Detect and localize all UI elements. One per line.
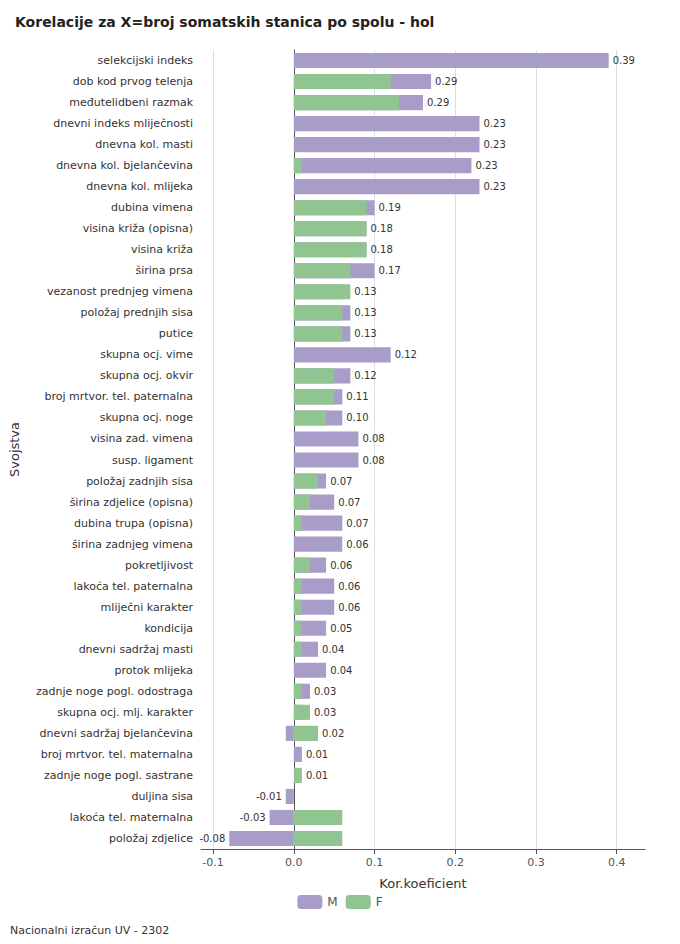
svg-text:selekcijski indeks: selekcijski indeks: [98, 54, 194, 67]
svg-text:0.1: 0.1: [366, 856, 384, 869]
svg-text:zadnje noge pogl. odostraga: zadnje noge pogl. odostraga: [36, 685, 193, 698]
svg-text:visina križa (opisna): visina križa (opisna): [83, 222, 193, 235]
svg-text:0.07: 0.07: [330, 476, 352, 487]
svg-text:0.23: 0.23: [475, 160, 497, 171]
svg-text:širina zdjelice (opisna): širina zdjelice (opisna): [70, 496, 193, 509]
svg-text:0.13: 0.13: [354, 286, 376, 297]
svg-text:0.29: 0.29: [435, 76, 457, 87]
svg-text:putice: putice: [159, 327, 193, 340]
svg-text:položaj zdjelice: položaj zdjelice: [109, 832, 193, 845]
svg-text:0.13: 0.13: [354, 328, 376, 339]
svg-text:0.05: 0.05: [330, 623, 352, 634]
svg-text:susp. ligament: susp. ligament: [112, 454, 194, 467]
svg-text:skupna ocj. vime: skupna ocj. vime: [100, 348, 193, 361]
svg-text:dnevna kol. mlijeka: dnevna kol. mlijeka: [86, 180, 193, 193]
svg-text:-0.08: -0.08: [199, 833, 225, 844]
svg-text:0.18: 0.18: [370, 223, 392, 234]
svg-text:dnevni sadržaj bjelančevina: dnevni sadržaj bjelančevina: [40, 727, 193, 740]
svg-text:0.19: 0.19: [379, 202, 401, 213]
svg-text:skupna ocj. mlj. karakter: skupna ocj. mlj. karakter: [57, 706, 193, 719]
svg-text:dnevni sadržaj masti: dnevni sadržaj masti: [79, 643, 193, 656]
svg-text:dob kod prvog telenja: dob kod prvog telenja: [73, 75, 193, 88]
svg-text:zadnje noge pogl. sastrane: zadnje noge pogl. sastrane: [44, 769, 193, 782]
svg-text:Nacionalni izračun UV - 2302: Nacionalni izračun UV - 2302: [10, 924, 169, 937]
svg-text:lakoća tel. maternalna: lakoća tel. maternalna: [70, 811, 193, 824]
svg-text:0.13: 0.13: [354, 307, 376, 318]
svg-text:0.10: 0.10: [346, 412, 368, 423]
svg-text:0.03: 0.03: [314, 686, 336, 697]
svg-text:0.4: 0.4: [608, 856, 626, 869]
svg-text:dubina trupa (opisna): dubina trupa (opisna): [74, 517, 193, 530]
svg-text:M: M: [327, 895, 337, 909]
svg-text:0.23: 0.23: [484, 139, 506, 150]
svg-text:visina zad. vimena: visina zad. vimena: [90, 432, 193, 445]
svg-text:skupna ocj. okvir: skupna ocj. okvir: [100, 369, 193, 382]
svg-text:-0.1: -0.1: [202, 856, 223, 869]
svg-text:0.17: 0.17: [379, 265, 401, 276]
svg-text:0.04: 0.04: [330, 665, 352, 676]
svg-text:0.08: 0.08: [362, 433, 384, 444]
svg-text:lakoća tel. paternalna: lakoća tel. paternalna: [73, 580, 193, 593]
svg-text:međutelidbeni razmak: međutelidbeni razmak: [69, 96, 193, 109]
svg-text:0.12: 0.12: [395, 349, 417, 360]
svg-text:širina zadnjeg vimena: širina zadnjeg vimena: [72, 538, 193, 551]
svg-text:0.12: 0.12: [354, 370, 376, 381]
svg-text:-0.03: -0.03: [240, 812, 266, 823]
svg-text:0.04: 0.04: [322, 644, 344, 655]
svg-text:0.11: 0.11: [346, 391, 368, 402]
svg-text:Svojstva: Svojstva: [7, 422, 22, 477]
svg-text:0.02: 0.02: [322, 728, 344, 739]
svg-text:položaj zadnjih sisa: položaj zadnjih sisa: [86, 475, 193, 488]
svg-text:skupna ocj. noge: skupna ocj. noge: [100, 411, 193, 424]
svg-text:0.01: 0.01: [306, 749, 328, 760]
svg-text:širina prsa: širina prsa: [135, 264, 193, 277]
svg-text:0.2: 0.2: [447, 856, 465, 869]
svg-text:dnevni indeks mliječnosti: dnevni indeks mliječnosti: [53, 117, 193, 130]
svg-text:0.06: 0.06: [346, 539, 368, 550]
svg-text:0.18: 0.18: [370, 244, 392, 255]
svg-text:0.07: 0.07: [346, 518, 368, 529]
svg-text:0.23: 0.23: [484, 118, 506, 129]
svg-text:pokretljivost: pokretljivost: [125, 559, 194, 572]
svg-text:dubina vimena: dubina vimena: [111, 201, 193, 214]
svg-text:0.3: 0.3: [527, 856, 545, 869]
svg-text:0.0: 0.0: [285, 856, 303, 869]
svg-text:0.03: 0.03: [314, 707, 336, 718]
svg-text:0.07: 0.07: [338, 497, 360, 508]
svg-text:Kor.koeficient: Kor.koeficient: [379, 876, 466, 891]
svg-text:0.23: 0.23: [484, 181, 506, 192]
svg-text:Korelacije za X=broj somatskih: Korelacije za X=broj somatskih stanica p…: [15, 14, 434, 30]
svg-text:kondicija: kondicija: [144, 622, 193, 635]
svg-text:0.06: 0.06: [338, 581, 360, 592]
svg-text:0.01: 0.01: [306, 770, 328, 781]
svg-text:dnevna kol. masti: dnevna kol. masti: [95, 138, 193, 151]
svg-text:0.06: 0.06: [330, 560, 352, 571]
svg-text:duljina sisa: duljina sisa: [131, 790, 193, 803]
svg-text:0.08: 0.08: [362, 455, 384, 466]
svg-text:broj mrtvor. tel. maternalna: broj mrtvor. tel. maternalna: [41, 748, 193, 761]
svg-text:položaj prednjih sisa: položaj prednjih sisa: [81, 306, 193, 319]
svg-text:vezanost prednjeg vimena: vezanost prednjeg vimena: [47, 285, 193, 298]
svg-text:visina križa: visina križa: [131, 243, 193, 256]
svg-text:protok mlijeka: protok mlijeka: [115, 664, 193, 677]
svg-text:0.39: 0.39: [613, 55, 635, 66]
svg-text:0.29: 0.29: [427, 97, 449, 108]
svg-text:broj mrtvor. tel. paternalna: broj mrtvor. tel. paternalna: [44, 390, 193, 403]
svg-text:-0.01: -0.01: [256, 791, 282, 802]
svg-text:mliječni karakter: mliječni karakter: [101, 601, 194, 614]
svg-text:F: F: [376, 895, 383, 909]
svg-text:dnevna kol. bjelančevina: dnevna kol. bjelančevina: [56, 159, 193, 172]
svg-text:0.06: 0.06: [338, 602, 360, 613]
